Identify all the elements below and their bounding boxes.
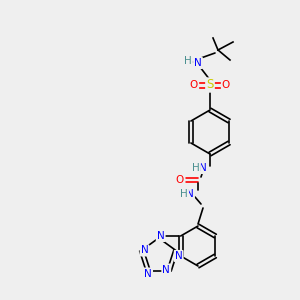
Text: N: N [144, 268, 152, 279]
Text: N: N [162, 265, 170, 275]
Text: S: S [206, 79, 214, 92]
Text: H: H [180, 189, 188, 199]
Text: N: N [141, 245, 148, 255]
Text: N: N [175, 251, 183, 261]
Text: O: O [222, 80, 230, 90]
Text: O: O [190, 80, 198, 90]
Text: N: N [186, 189, 194, 199]
Text: H: H [184, 56, 192, 66]
Text: N: N [157, 231, 165, 241]
Text: N: N [199, 163, 207, 173]
Text: N: N [194, 58, 202, 68]
Text: H: H [192, 163, 200, 173]
Text: O: O [176, 175, 184, 185]
